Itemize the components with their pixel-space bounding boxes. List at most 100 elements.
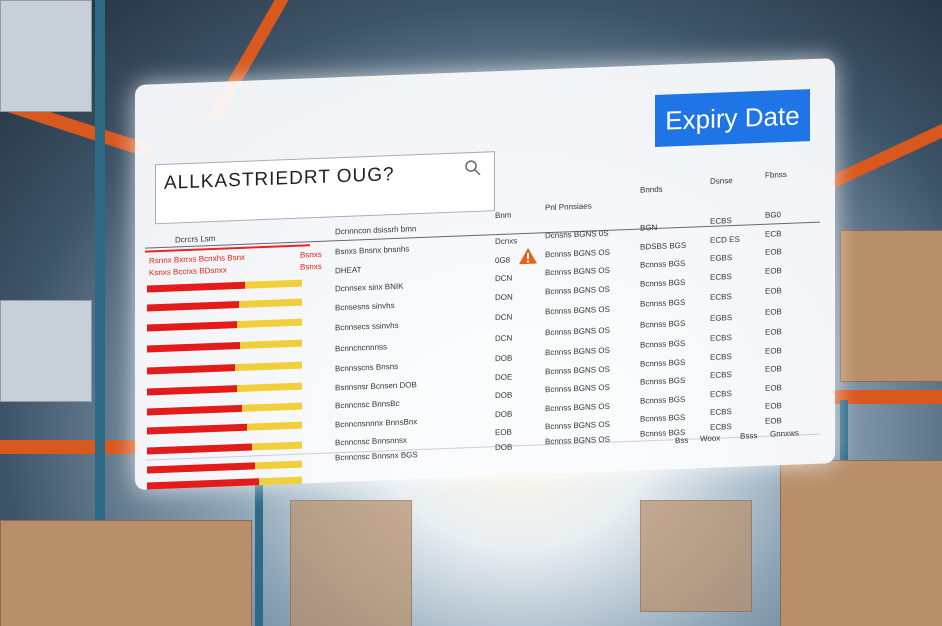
cell: DCN bbox=[495, 333, 513, 343]
cell: Bcnnss BGS bbox=[640, 357, 686, 369]
cell: EOB bbox=[495, 427, 512, 438]
boxes bbox=[0, 520, 252, 626]
expiry-bar-red bbox=[147, 341, 240, 353]
column-header: Fbnss bbox=[765, 169, 787, 180]
cell: EOB bbox=[765, 327, 782, 337]
cell: EGBS bbox=[710, 312, 733, 323]
expiry-bar-yellow bbox=[242, 402, 302, 412]
pallet bbox=[0, 300, 92, 402]
cell: BDSBS BGS bbox=[640, 240, 687, 252]
cell: Bsnnsnsr Bcnsen DOB bbox=[335, 379, 417, 392]
search-title: ALLKASTRIEDRT OUG? bbox=[164, 164, 395, 194]
cell: DOB bbox=[495, 390, 513, 401]
cell: ECB bbox=[765, 228, 782, 239]
footer-action[interactable]: Gnnxws bbox=[770, 428, 799, 439]
expiry-bar-red bbox=[147, 423, 247, 435]
cell: Bcnnss BGNS OS bbox=[545, 345, 610, 358]
expiry-bar-red bbox=[147, 363, 235, 375]
footer-action[interactable]: Woox bbox=[700, 433, 721, 444]
expiry-bar-yellow bbox=[259, 476, 302, 485]
boxes bbox=[290, 500, 412, 626]
cell: DHEAT bbox=[335, 264, 362, 275]
cell: Bcnncnsc BnnsBc bbox=[335, 398, 400, 411]
warning-icon bbox=[519, 247, 537, 265]
expiry-bar-red bbox=[147, 301, 239, 312]
cell: ECBS bbox=[710, 216, 732, 226]
footer-action[interactable]: Bsss bbox=[740, 431, 758, 441]
search-box[interactable]: ALLKASTRIEDRT OUG? bbox=[155, 151, 495, 225]
cell: Bcnnss BGNS OS bbox=[545, 247, 610, 259]
cell: Bcnncncnnnss bbox=[335, 341, 388, 353]
expiry-date-button[interactable]: Expiry Date bbox=[655, 89, 810, 148]
cell: Bcnnss BGNS OS bbox=[545, 419, 610, 432]
expiry-bar-yellow bbox=[252, 441, 302, 451]
column-header: Dcrcrs Lsm bbox=[175, 233, 216, 245]
column-header: Bnm bbox=[495, 210, 512, 221]
cell: ECBS bbox=[710, 421, 732, 432]
shelf-beam bbox=[830, 390, 942, 404]
cell: EOB bbox=[765, 364, 782, 374]
cell: Bcnncnsc Bnnsnnsx bbox=[335, 435, 408, 448]
cell: EOB bbox=[765, 415, 782, 426]
shelf-post bbox=[255, 480, 263, 626]
column-header: Pnl Pnnsiaes bbox=[545, 201, 592, 213]
cell: Bcnnss BGNS OS bbox=[545, 325, 610, 337]
cell: EOB bbox=[765, 265, 782, 276]
column-header: Bnnds bbox=[640, 184, 663, 195]
cell: DCN bbox=[495, 312, 513, 323]
cell: DON bbox=[495, 291, 513, 302]
cell: Bcnnsecs ssinvhs bbox=[335, 320, 399, 333]
cell: Bcnnss BGNS OS bbox=[545, 284, 610, 296]
cell: EOB bbox=[765, 286, 782, 296]
cell: BG0 bbox=[765, 210, 782, 220]
cell: ECBS bbox=[710, 333, 732, 343]
cell: DOE bbox=[495, 372, 513, 382]
boxes bbox=[640, 500, 752, 612]
shelf-beam bbox=[0, 440, 140, 454]
expiry-bar-yellow bbox=[239, 298, 302, 309]
cell: Dcnsns BGNS 0S bbox=[545, 228, 609, 241]
cell: Bcnnss BGNS OS bbox=[545, 434, 610, 446]
cell: Bcnnss BGNS OS bbox=[545, 265, 610, 278]
inventory-panel: Expiry Date ALLKASTRIEDRT OUG? Bk Olxhnn… bbox=[135, 58, 835, 491]
cell: EOB bbox=[765, 382, 782, 393]
cell: ECBS bbox=[710, 407, 732, 417]
cell: EOB bbox=[765, 306, 782, 317]
cell: 0G8 bbox=[495, 255, 511, 265]
cell: Bcnncnsnnnx BnnsBnx bbox=[335, 416, 418, 429]
boxes bbox=[780, 460, 942, 626]
cell: Bcnnss BGS bbox=[640, 277, 686, 289]
expiry-bar-yellow bbox=[235, 361, 302, 371]
shelf-beam bbox=[830, 123, 942, 191]
expiry-bar-yellow bbox=[240, 339, 302, 349]
cell: Bcnsesns sinvhs bbox=[335, 300, 395, 312]
cell: DCN bbox=[495, 273, 513, 284]
cell: ECBS bbox=[710, 271, 732, 282]
cell: Bcnnss BGS bbox=[640, 318, 686, 330]
cell: Bcnnss BGNS OS bbox=[545, 364, 610, 376]
cell: EOB bbox=[765, 345, 782, 356]
cell: Dcnnsex sinx BNIK bbox=[335, 281, 404, 294]
expiry-bar-red bbox=[147, 404, 242, 416]
cell: Bsnxs Bnsnx bnsnhs bbox=[335, 244, 410, 257]
cell: ECBS bbox=[710, 388, 732, 399]
search-icon[interactable] bbox=[464, 159, 482, 178]
alert-rule bbox=[145, 244, 310, 253]
cell: Bcnnsscns Bnsns bbox=[335, 361, 399, 374]
cell: EOB bbox=[765, 247, 782, 257]
footer-action[interactable]: Bss bbox=[675, 435, 689, 446]
expiry-bar-red bbox=[147, 281, 245, 293]
expiry-bar-red bbox=[147, 443, 252, 455]
cell: BGN bbox=[640, 222, 658, 233]
shelf-post bbox=[95, 0, 105, 626]
cell: ECD ES bbox=[710, 234, 740, 245]
cell: EOB bbox=[765, 401, 782, 411]
expiry-bar-yellow bbox=[255, 460, 302, 470]
cell: Bcnnss BGNS OS bbox=[545, 382, 610, 395]
cell: Bcnnss BGS bbox=[640, 338, 686, 350]
cell: ECBS bbox=[710, 370, 732, 380]
cell: Bcnnss BGNS OS bbox=[545, 304, 610, 317]
cell: DOB bbox=[495, 409, 513, 419]
expiry-bar-red bbox=[147, 385, 237, 396]
boxes bbox=[840, 230, 942, 382]
